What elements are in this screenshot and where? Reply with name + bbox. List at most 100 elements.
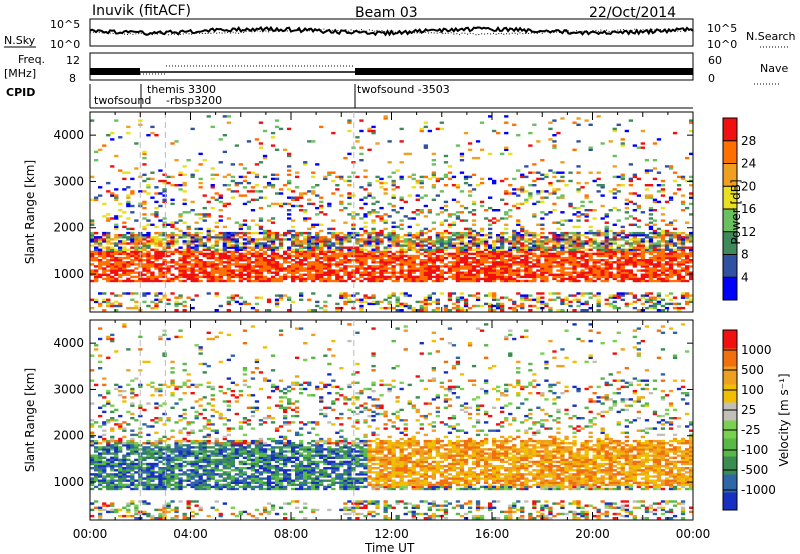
heatmap-cell: [689, 273, 694, 276]
heatmap-cell: [504, 213, 509, 216]
heatmap-cell: [94, 383, 99, 387]
heatmap-cell: [94, 442, 99, 445]
heatmap-cell: [154, 134, 159, 137]
heatmap-cell: [616, 219, 621, 222]
heatmap-cell: [383, 252, 388, 256]
heatmap-cell: [291, 259, 296, 262]
heatmap-cell: [367, 244, 372, 247]
heatmap-cell: [524, 275, 529, 279]
heatmap-cell: [118, 302, 123, 306]
heatmap-cell: [411, 277, 416, 281]
heatmap-cell: [158, 271, 163, 274]
heatmap-cell: [254, 238, 260, 241]
heatmap-cell: [676, 279, 682, 283]
heatmap-cell: [142, 471, 147, 474]
heatmap-cell: [303, 269, 308, 272]
heatmap-cell: [283, 273, 288, 276]
heatmap-cell: [154, 250, 159, 254]
heatmap-cell: [399, 248, 404, 251]
heatmap-cell: [335, 256, 340, 260]
heatmap-cell: [488, 309, 493, 312]
heatmap-cell: [427, 129, 432, 133]
heatmap-cell: [371, 238, 376, 241]
heatmap-cell: [604, 261, 609, 264]
heatmap-cell: [126, 194, 131, 197]
heatmap-cell: [98, 442, 103, 445]
heatmap-cell: [359, 186, 364, 189]
heatmap-cell: [680, 240, 686, 243]
heatmap-cell: [270, 202, 276, 206]
heatmap-cell: [327, 246, 332, 249]
heatmap-cell: [303, 242, 308, 245]
heatmap-cell: [242, 269, 248, 272]
heatmap-cell: [118, 279, 123, 283]
heatmap-cell: [640, 142, 645, 145]
heatmap-cell: [134, 446, 139, 449]
heatmap-cell: [339, 263, 344, 266]
heatmap-cell: [102, 404, 107, 407]
heatmap-cell: [500, 296, 505, 299]
heatmap-cell: [351, 250, 356, 254]
heatmap-cell: [371, 236, 376, 239]
heatmap-cell: [311, 240, 316, 243]
heatmap-cell: [150, 275, 155, 279]
heatmap-cell: [636, 146, 641, 149]
heatmap-cell: [110, 473, 115, 476]
heatmap-cell: [122, 240, 127, 243]
heatmap-cell: [303, 236, 308, 239]
heatmap-cell: [254, 256, 260, 260]
nave-label: Nave: [760, 62, 788, 75]
heatmap-cell: [347, 254, 352, 258]
heatmap-cell: [114, 304, 119, 308]
heatmap-cell: [94, 269, 99, 272]
heatmap-cell: [492, 269, 497, 272]
heatmap-cell: [612, 231, 617, 235]
heatmap-cell: [496, 240, 501, 243]
heatmap-cell: [423, 204, 428, 208]
heatmap-cell: [98, 267, 103, 270]
heatmap-cell: [676, 309, 682, 312]
heatmap-cell: [182, 221, 187, 224]
heatmap-cell: [648, 296, 654, 299]
heatmap-cell: [323, 267, 328, 270]
heatmap-cell: [250, 269, 256, 272]
heatmap-cell: [98, 425, 103, 428]
heatmap-cell: [194, 263, 199, 266]
heatmap-cell: [528, 273, 533, 276]
heatmap-cell: [214, 236, 219, 239]
heatmap-cell: [592, 273, 597, 276]
freq-label: Freq.: [18, 53, 45, 66]
heatmap-cell: [540, 246, 545, 249]
heatmap-cell: [319, 269, 324, 272]
heatmap-cell: [102, 508, 107, 512]
heatmap-cell: [138, 456, 143, 459]
heatmap-cell: [291, 269, 296, 272]
heatmap-cell: [331, 279, 336, 283]
heatmap-cell: [423, 144, 428, 147]
heatmap-cell: [363, 169, 368, 172]
heatmap-cell: [636, 219, 641, 222]
heatmap-cell: [544, 246, 549, 249]
heatmap-cell: [114, 419, 119, 422]
heatmap-cell: [130, 279, 135, 283]
heatmap-cell: [110, 419, 115, 422]
heatmap-cell: [423, 254, 428, 258]
heatmap-cell: [415, 213, 420, 216]
heatmap-cell: [520, 254, 525, 258]
heatmap-cell: [323, 309, 328, 312]
heatmap-cell: [516, 292, 521, 295]
heatmap-cell: [616, 271, 621, 274]
heatmap-cell: [568, 246, 573, 249]
heatmap-cell: [379, 231, 384, 235]
heatmap-cell: [102, 504, 107, 507]
heatmap-cell: [138, 458, 143, 462]
heatmap-cell: [447, 265, 453, 268]
heatmap-cell: [270, 267, 276, 270]
heatmap-cell: [560, 117, 565, 120]
heatmap-cell: [226, 236, 231, 239]
heatmap-cell: [548, 265, 553, 268]
heatmap-cell: [544, 259, 549, 262]
heatmap-cell: [190, 259, 195, 262]
heatmap-cell: [118, 414, 123, 418]
heatmap-cell: [335, 175, 340, 179]
